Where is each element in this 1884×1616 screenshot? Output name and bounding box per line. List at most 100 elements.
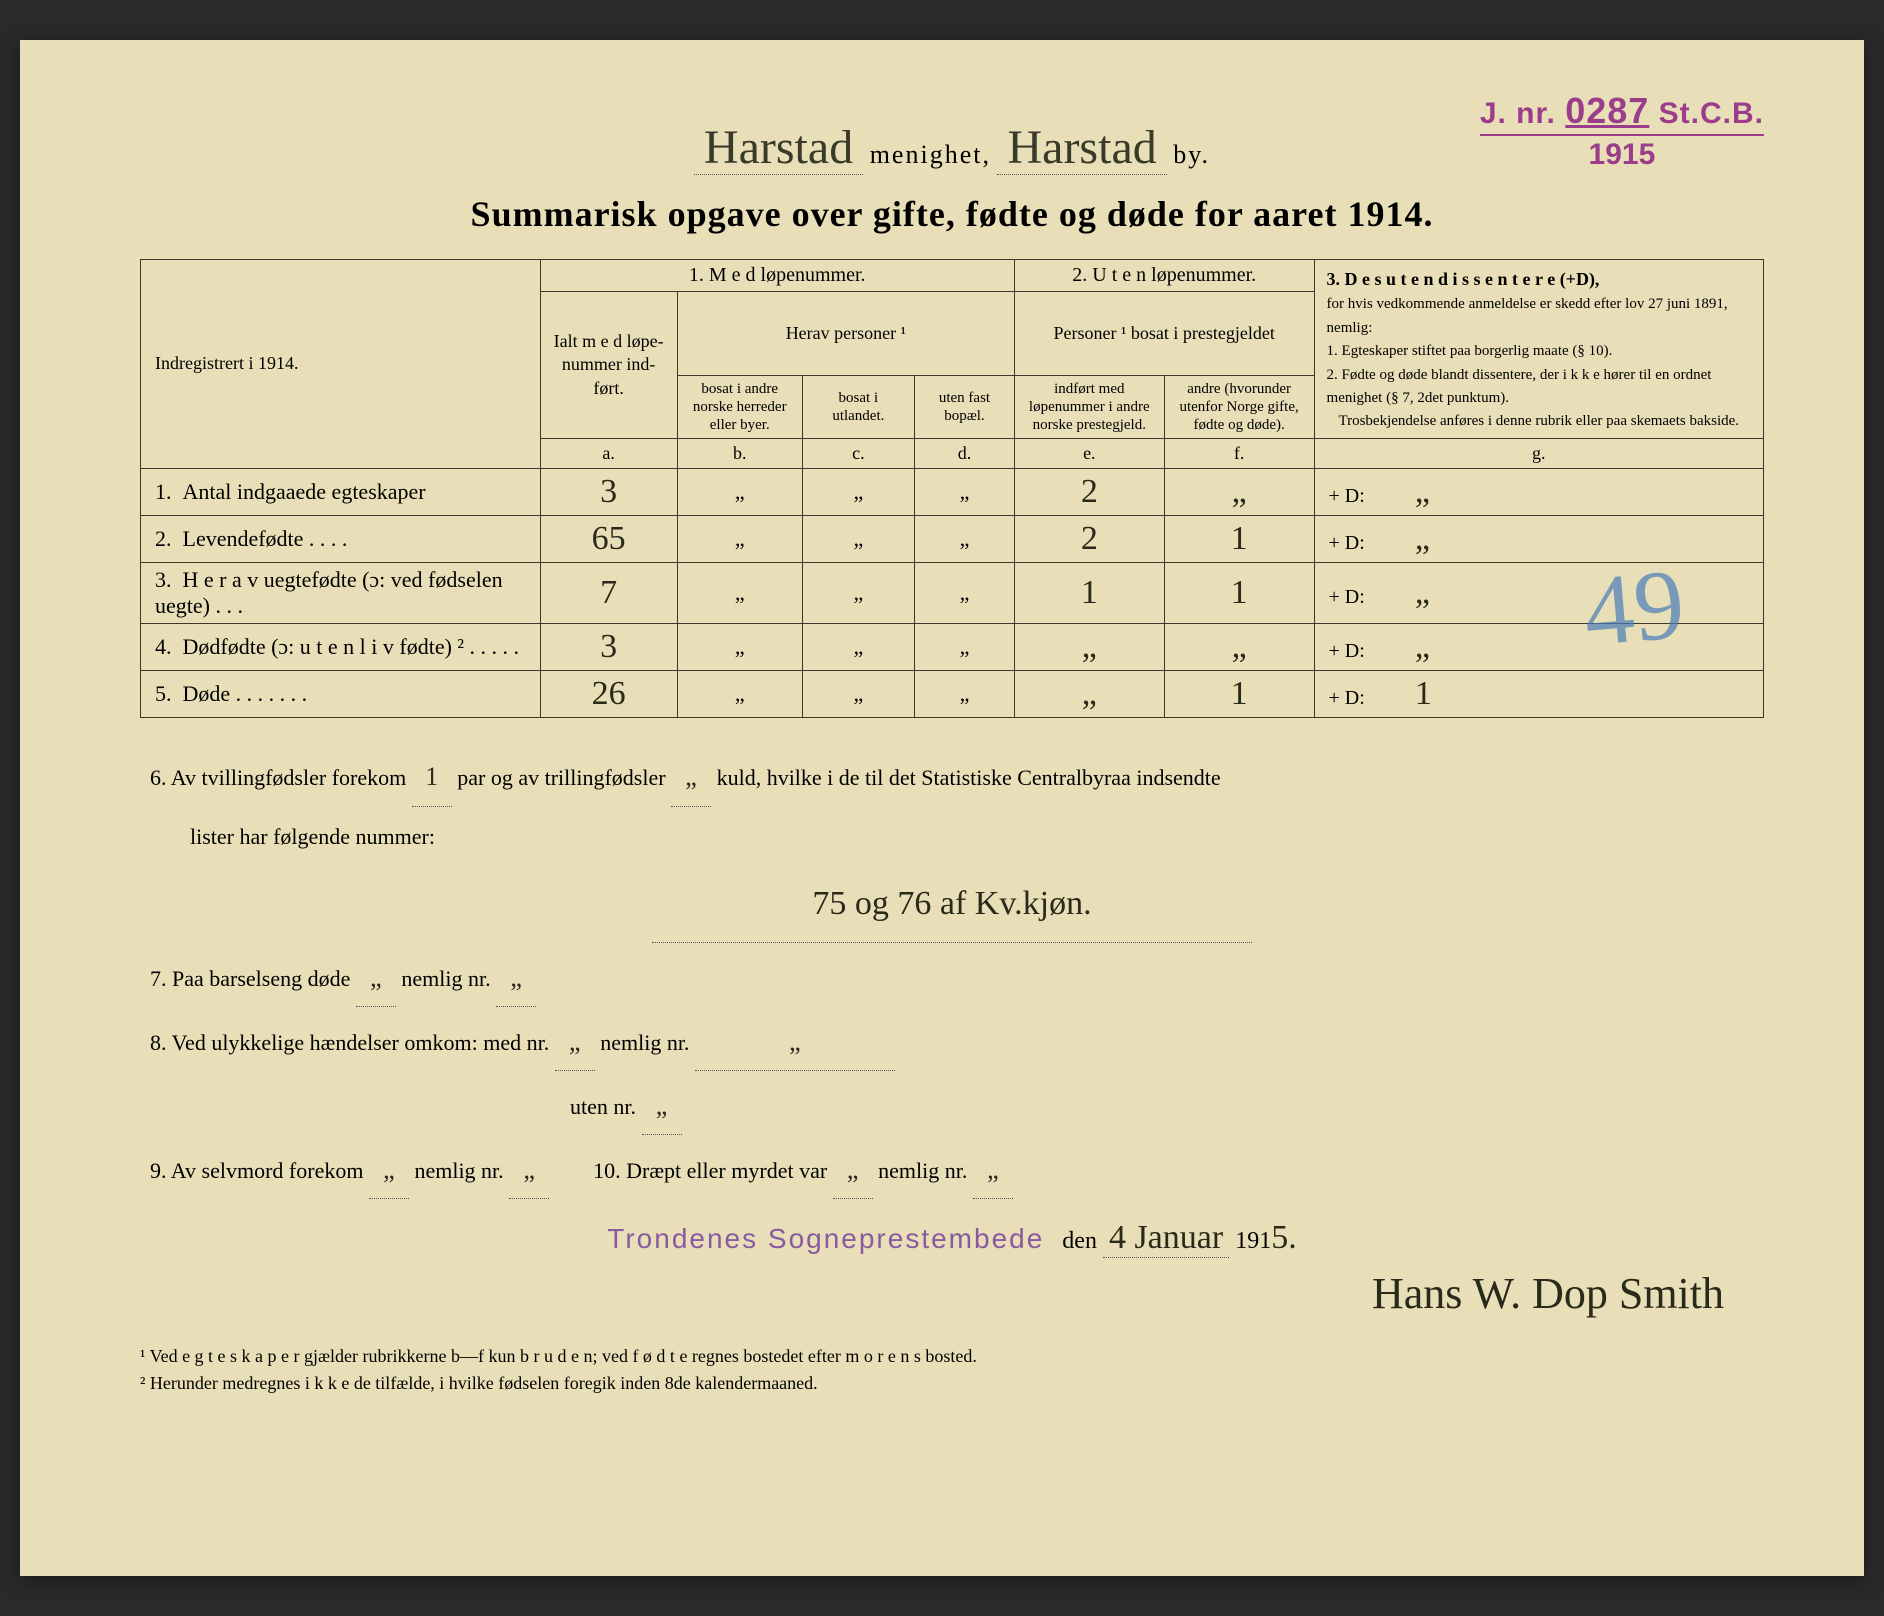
table-row: 1. Antal indgaaede egteskaper3„„„2„+ D: … [141,469,1764,516]
date-hand: 4 Januar [1103,1219,1229,1258]
cell-d: „ [915,563,1015,624]
cell-g: + D: „ [1314,516,1763,563]
summary-table: Indregistrert i 1914. 1. M e d løpenumme… [140,259,1764,718]
note6d: lister har følgende nummer: [190,824,435,849]
stamp-prefix: J. nr. [1480,97,1556,130]
col-letter-d: d. [915,439,1015,469]
table-row: 3. H e r a v uegtefødte (ɔ: ved fødselen… [141,563,1764,624]
row-label: 2. Levendefødte . . . . [141,516,541,563]
cell-a: 65 [540,516,677,563]
parish-name: Harstad [694,121,863,175]
cell-b: „ [677,469,802,516]
cell-f: „ [1164,469,1314,516]
col-letter-f: f. [1164,439,1314,469]
note9-v2: „ [509,1141,549,1199]
note6c: kuld, hvilke i de til det Statistiske Ce… [717,765,1221,790]
note6a: 6. Av tvillingfødsler forekom [150,765,406,790]
cell-f: „ [1164,624,1314,671]
note8-v1: „ [555,1013,595,1071]
cell-b: „ [677,624,802,671]
cell-a: 26 [540,671,677,718]
year-printed: 191 [1235,1228,1271,1254]
table-row: 4. Dødfødte (ɔ: u t e n l i v fødte) ² .… [141,624,1764,671]
row-label: 4. Dødfødte (ɔ: u t e n l i v fødte) ² .… [141,624,541,671]
cell-c: „ [802,671,914,718]
col-letter-b: b. [677,439,802,469]
note6-hand: 75 og 76 af Kv.kjøn. [652,867,1252,943]
cell-e: 2 [1014,469,1164,516]
cell-e: „ [1014,671,1164,718]
label-by: by. [1173,140,1210,169]
note6-trip: „ [671,748,711,806]
label-menighet: menighet, [870,140,991,169]
cell-f: 1 [1164,671,1314,718]
cell-b: „ [677,563,802,624]
footnote-2: ² Herunder medregnes i k k e de tilfælde… [140,1370,1764,1397]
document-page: J. nr. 0287 St.C.B. 1915 Harstad menighe… [20,40,1864,1576]
cell-a: 7 [540,563,677,624]
note7-v2: „ [496,949,536,1007]
sec3-title: 3. D e s u t e n d i s s e n t e r e (+D… [1327,269,1600,289]
year-hand: 5. [1271,1219,1297,1256]
cell-c: „ [802,516,914,563]
header-col-e: indført med løpenummer i andre norske pr… [1014,376,1164,439]
cell-f: 1 [1164,563,1314,624]
sec3-foot: Trosbekjendelse anføres i denne rubrik e… [1327,412,1751,430]
note9-v1: „ [369,1141,409,1199]
header-col-c: bosat i utlandet. [802,376,914,439]
label-den: den [1062,1228,1097,1254]
row-label: 1. Antal indgaaede egteskaper [141,469,541,516]
note8-v3: „ [642,1077,682,1135]
table-row: 5. Døde . . . . . . .26„„„„1+ D: 1 [141,671,1764,718]
cell-g: + D: 1 [1314,671,1763,718]
header-sec2sub: Personer ¹ bosat i prestegjeldet [1014,292,1314,376]
col-letter-e: e. [1014,439,1164,469]
cell-d: „ [915,624,1015,671]
note9a: 9. Av selvmord forekom [150,1158,363,1183]
note7b: nemlig nr. [401,966,490,991]
header-ialt: Ialt m e d løpe-nummer ind-ført. [540,292,677,439]
row-label: 3. H e r a v uegtefødte (ɔ: ved fødselen… [141,563,541,624]
notes-block: 6. Av tvillingfødsler forekom 1 par og a… [140,748,1764,1199]
cell-g: + D: „ [1314,469,1763,516]
header-sec1: 1. M e d løpenummer. [540,260,1014,292]
note6-twin: 1 [412,748,452,806]
stamp-year: 1915 [1480,134,1764,172]
header-col-d: uten fast bopæl. [915,376,1015,439]
stamp-suffix: St.C.B. [1659,97,1764,130]
col-letter-g: g. [1314,439,1763,469]
journal-stamp: J. nr. 0287 St.C.B. 1915 [1480,90,1764,172]
cell-c: „ [802,624,914,671]
header-herav: Herav personer ¹ [677,292,1014,376]
cell-c: „ [802,469,914,516]
note10-v2: „ [973,1141,1013,1199]
cell-a: 3 [540,624,677,671]
sec3-body: for hvis vedkommende anmeldelse er skedd… [1327,296,1728,406]
signature: Hans W. Dop Smith [140,1268,1764,1319]
cell-g: + D: „ [1314,563,1763,624]
header-sec3: 3. D e s u t e n d i s s e n t e r e (+D… [1314,260,1763,439]
cell-f: 1 [1164,516,1314,563]
cell-b: „ [677,671,802,718]
note8a: 8. Ved ulykkelige hændelser omkom: med n… [150,1030,549,1055]
cell-c: „ [802,563,914,624]
footnotes: ¹ Ved e g t e s k a p e r gjælder rubrik… [140,1343,1764,1397]
note6b: par og av trillingfødsler [457,765,665,790]
note7a: 7. Paa barselseng døde [150,966,350,991]
cell-d: „ [915,469,1015,516]
cell-e: 2 [1014,516,1164,563]
signature-block: Trondenes Sogneprestembede den 4 Januar … [140,1219,1764,1258]
header-sec2: 2. U t e n løpenummer. [1014,260,1314,292]
header-col-f: andre (hvorunder utenfor Norge gifte, fø… [1164,376,1314,439]
note8c: uten nr. [570,1094,636,1119]
cell-g: + D: „ [1314,624,1763,671]
note9b: nemlig nr. [414,1158,503,1183]
table-row: 2. Levendefødte . . . .65„„„21+ D: „ [141,516,1764,563]
note10a: 10. Dræpt eller myrdet var [593,1158,827,1183]
cell-e: „ [1014,624,1164,671]
row-label: 5. Døde . . . . . . . [141,671,541,718]
note7-v1: „ [356,949,396,1007]
header-col-b: bosat i andre norske herreder eller byer… [677,376,802,439]
note10-v1: „ [833,1141,873,1199]
note8-v2: „ [695,1013,895,1071]
